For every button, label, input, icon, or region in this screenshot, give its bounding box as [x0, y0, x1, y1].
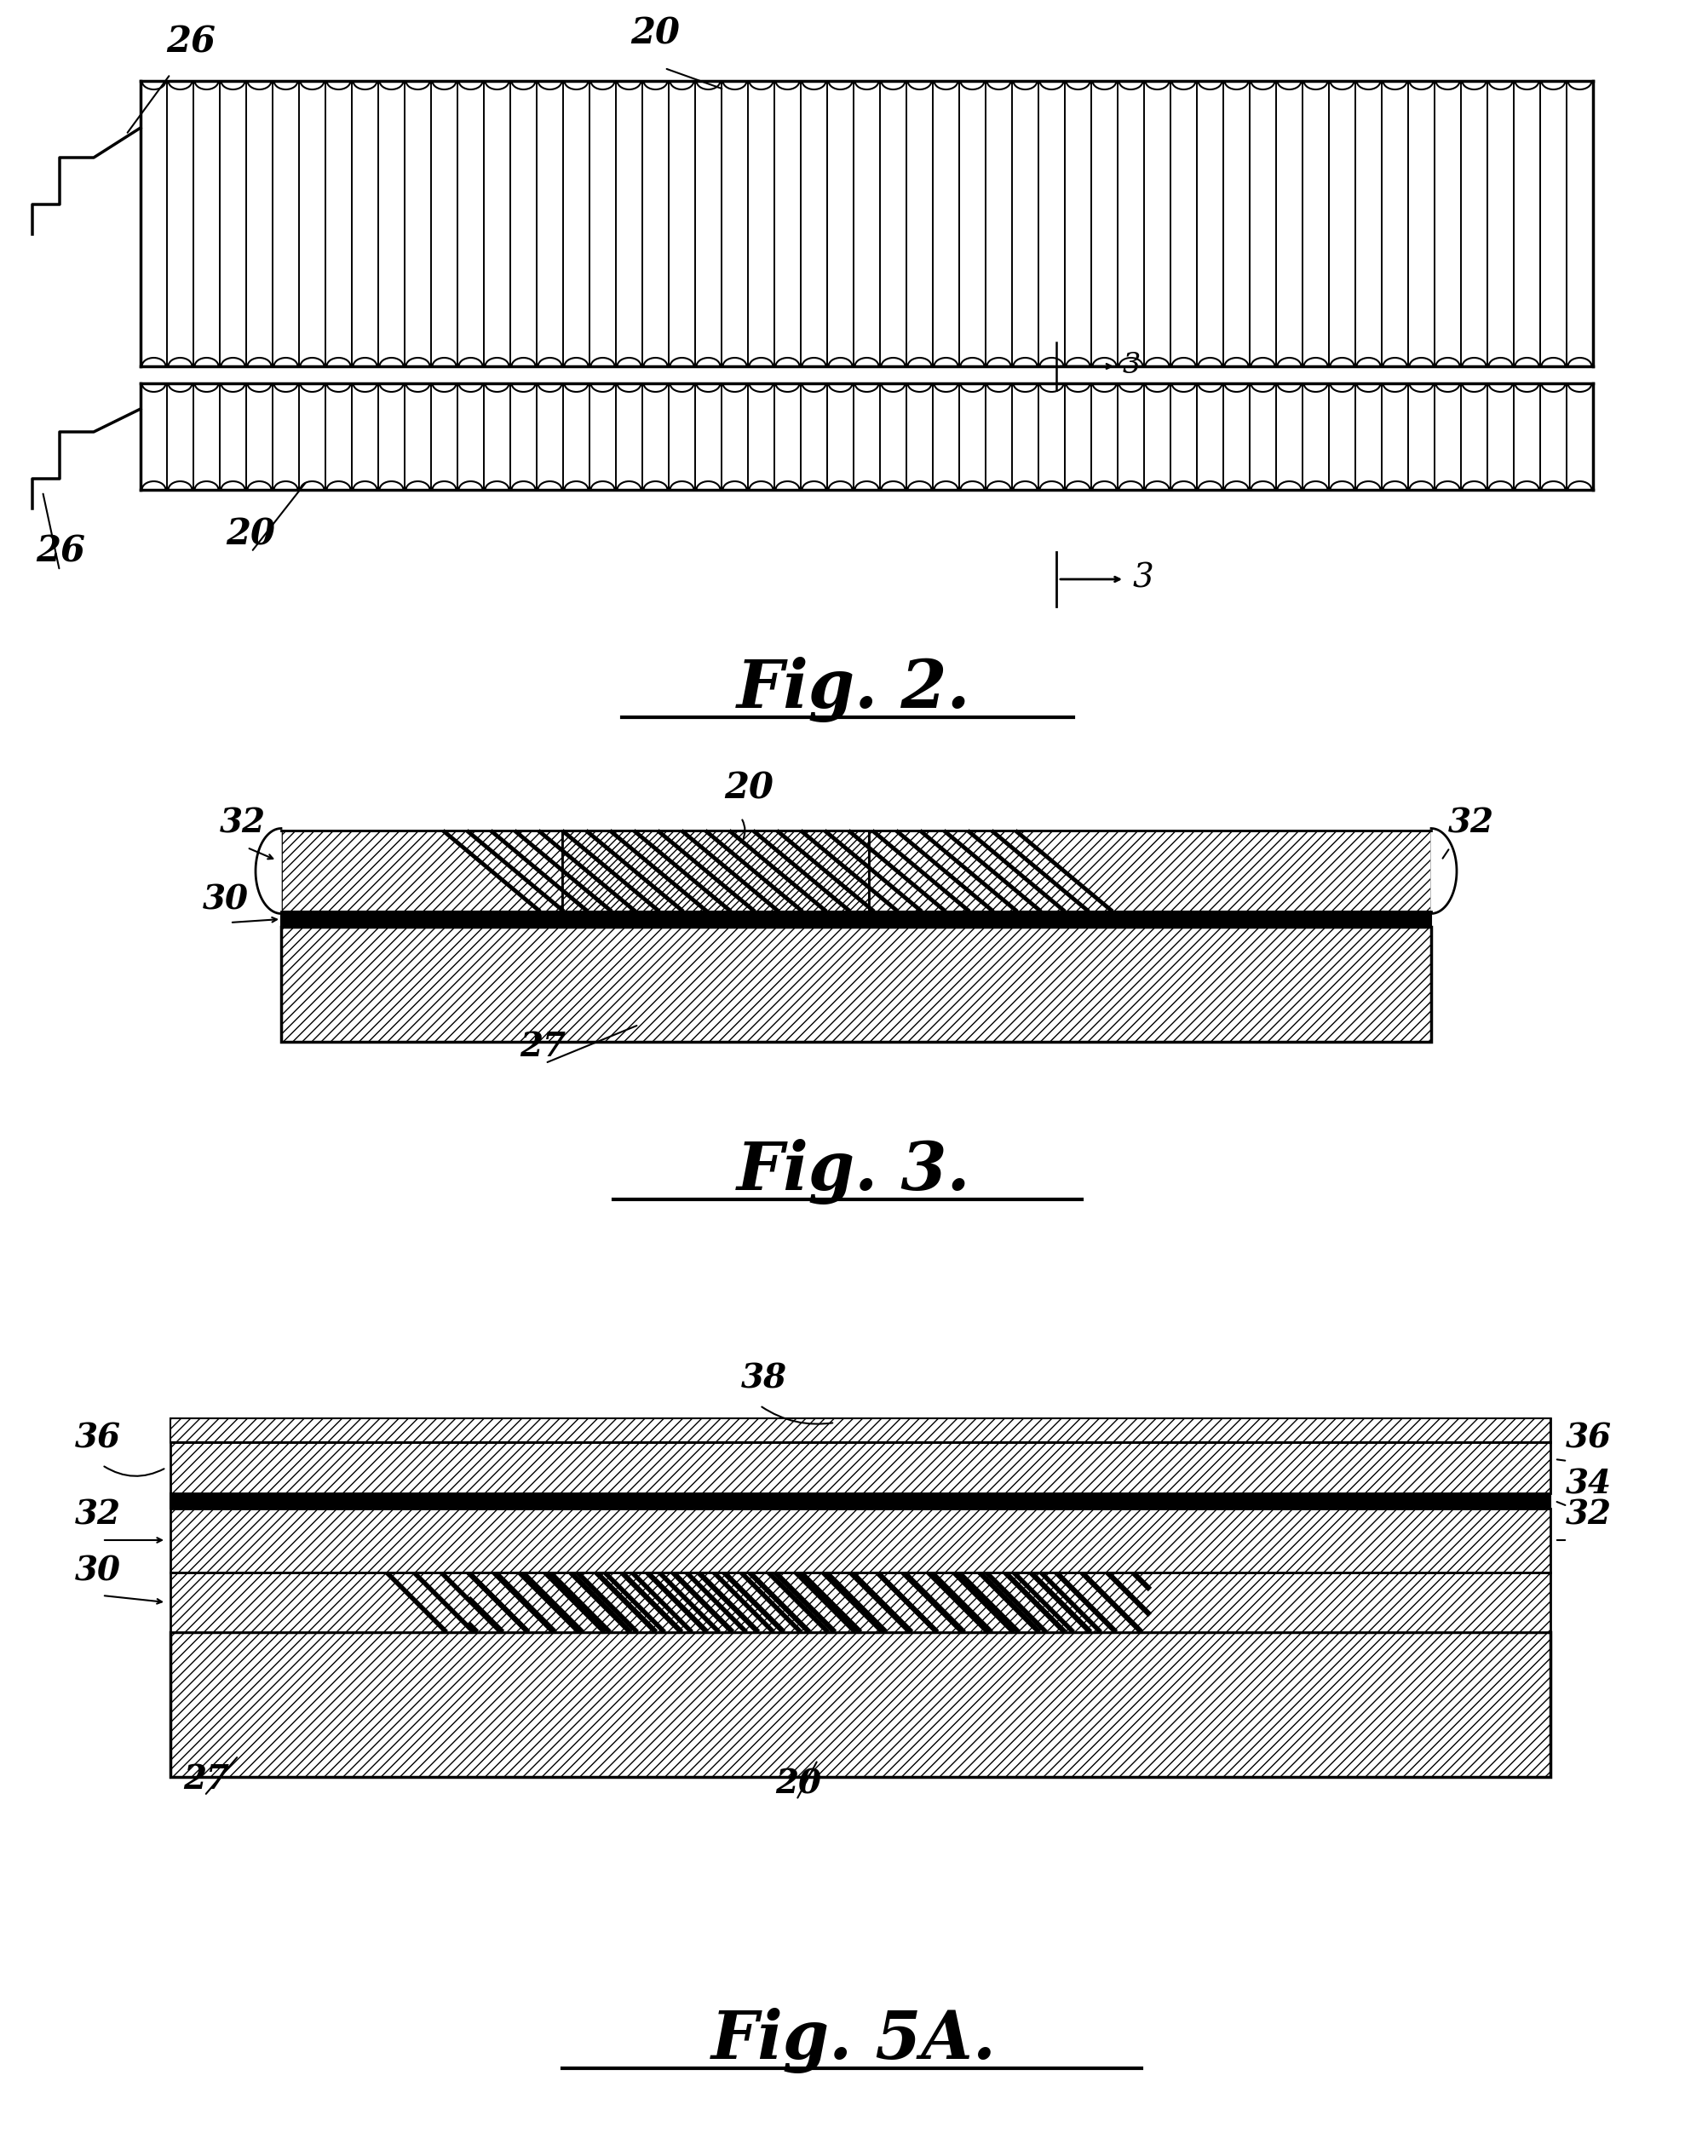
Text: 38: 38: [741, 1363, 787, 1395]
Bar: [171, 1509, 1551, 1572]
Text: 20: 20: [775, 1768, 822, 1800]
Bar: [140, 384, 1594, 489]
Text: 26: 26: [166, 24, 215, 60]
Bar: [282, 912, 1431, 927]
Text: 32: 32: [1448, 806, 1494, 839]
Text: 20: 20: [630, 17, 680, 52]
Text: Fig. 2.: Fig. 2.: [736, 658, 970, 722]
Polygon shape: [1431, 828, 1457, 914]
Text: 36: 36: [1566, 1423, 1612, 1455]
Text: 3: 3: [1132, 563, 1155, 595]
Text: Fig. 3.: Fig. 3.: [736, 1138, 970, 1203]
Text: 32: 32: [220, 806, 266, 839]
Polygon shape: [256, 828, 282, 914]
Text: 26: 26: [36, 535, 85, 569]
Text: 30: 30: [203, 884, 249, 916]
Bar: [282, 927, 1431, 1041]
Bar: [171, 1572, 1551, 1632]
Text: 34: 34: [1566, 1468, 1612, 1501]
Bar: [171, 1419, 1551, 1442]
Bar: [171, 1419, 1551, 1442]
Text: 27: 27: [519, 1031, 565, 1063]
Bar: [282, 830, 1431, 912]
Text: 32: 32: [1566, 1498, 1612, 1531]
Text: 3: 3: [1122, 351, 1141, 379]
Text: Fig. 5A.: Fig. 5A.: [711, 2007, 996, 2072]
Bar: [171, 1632, 1551, 1777]
Text: 32: 32: [75, 1498, 121, 1531]
Bar: [171, 1494, 1551, 1509]
Bar: [171, 1442, 1551, 1494]
Bar: [140, 82, 1594, 367]
Text: 27: 27: [183, 1764, 229, 1796]
Text: 20: 20: [724, 772, 774, 806]
Text: 36: 36: [75, 1423, 121, 1455]
Text: 20: 20: [225, 517, 275, 552]
Bar: [562, 830, 869, 912]
Text: 30: 30: [75, 1554, 121, 1587]
